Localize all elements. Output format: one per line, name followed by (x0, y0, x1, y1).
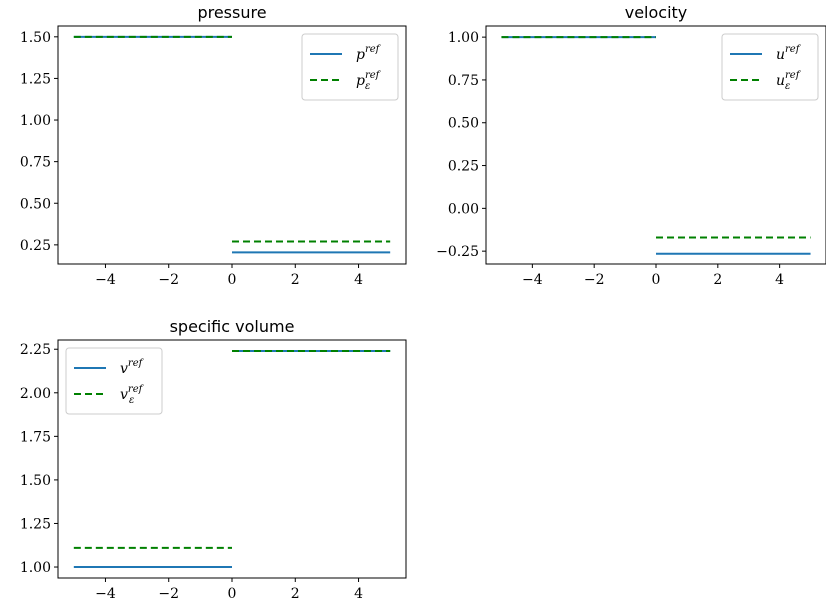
legend: vref vref ε (65, 347, 163, 415)
y-tick-label: 2.00 (20, 386, 51, 402)
x-tick-label: −2 (158, 272, 179, 288)
y-tick-label: −0.25 (436, 244, 479, 260)
y-tick-label: 1.25 (20, 516, 51, 532)
legend-box (301, 33, 399, 101)
subplot-3: specific volume −4 −2 0 2 4 1.00 1.25 1.50 1.75 2.… (20, 317, 407, 602)
x-tick-label: −4 (522, 272, 543, 288)
y-tick-label: 0.50 (20, 196, 51, 212)
y-tick-label: 0.50 (448, 116, 479, 132)
y-tick-label: 1.50 (20, 30, 51, 46)
chart-title: specific volume (170, 317, 295, 336)
y-tick-label: 1.00 (20, 560, 51, 576)
x-tick-label: −4 (95, 272, 116, 288)
legend-label: pref (356, 44, 382, 63)
x-tick-label: 0 (228, 586, 237, 602)
y-tick-label: 2.25 (20, 342, 51, 358)
subplot-1: pressure −4 −2 0 2 4 0.25 0.50 0.75 1.00 1.25 1.50 p… (20, 3, 407, 288)
legend-label: uref ε (776, 70, 802, 92)
y-tick-label: 1.50 (20, 473, 51, 489)
subplot-2: velocity −4 −2 0 2 4 −0.25 0.00 0.25 0.50 0.75 1.00… (436, 3, 826, 288)
x-tick-label: 2 (291, 586, 300, 602)
y-tick-label: 0.25 (20, 238, 51, 254)
y-tick-label: 1.75 (20, 429, 51, 445)
x-tick-label: 4 (775, 272, 784, 288)
legend: uref uref ε (721, 33, 819, 101)
legend-box (721, 33, 819, 101)
x-tick-label: −2 (584, 272, 605, 288)
x-tick-label: 4 (354, 586, 363, 602)
chart-title: velocity (625, 3, 688, 22)
x-tick-label: 0 (652, 272, 661, 288)
x-tick-label: −4 (95, 586, 116, 602)
x-tick-label: 0 (228, 272, 237, 288)
x-tick-label: −2 (158, 586, 179, 602)
x-tick-label: 2 (713, 272, 722, 288)
y-tick-label: 0.75 (20, 155, 51, 171)
y-tick-label: 1.25 (20, 71, 51, 87)
y-tick-label: 1.00 (448, 30, 479, 46)
chart-title: pressure (197, 3, 266, 22)
legend-label: pref ε (356, 70, 382, 92)
legend-label: vref ε (120, 384, 145, 406)
legend-label: vref (120, 358, 145, 377)
y-tick-label: 0.25 (448, 159, 479, 175)
y-tick-label: 1.00 (20, 113, 51, 129)
y-tick-label: 0.00 (448, 201, 479, 217)
legend-label: uref (776, 44, 802, 63)
legend-box (65, 347, 163, 415)
legend: pref pref ε (301, 33, 399, 101)
y-tick-label: 0.75 (448, 73, 479, 89)
x-tick-label: 2 (291, 272, 300, 288)
x-tick-label: 4 (354, 272, 363, 288)
